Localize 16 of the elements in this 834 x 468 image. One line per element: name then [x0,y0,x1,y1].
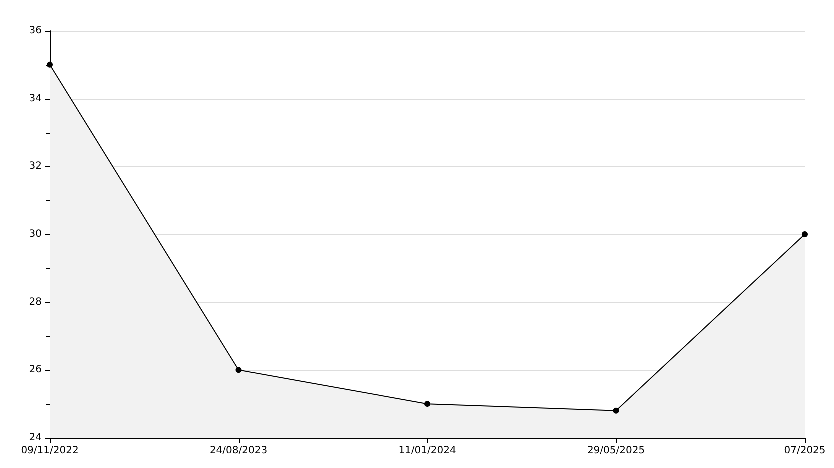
y-tick-label: 32 [29,161,42,172]
x-tick-label: 24/08/2023 [210,446,268,456]
y-tick-label: 28 [29,296,42,308]
x-tick-label: 11/01/2024 [398,446,456,456]
point [424,401,430,408]
y-tick-label: 24 [29,432,42,444]
point [802,232,808,238]
point [236,367,242,374]
x-tick-label: 07/2025 [784,446,826,456]
point [613,408,620,414]
y-tick-label: 36 [29,26,42,36]
y-tick-label: 26 [29,364,42,376]
y-tick-label: 30 [29,229,42,240]
x-tick-label: 09/11/2022 [21,446,79,456]
x-tick-label: 29/05/2025 [587,446,646,456]
y-tick-label: 34 [29,93,42,104]
